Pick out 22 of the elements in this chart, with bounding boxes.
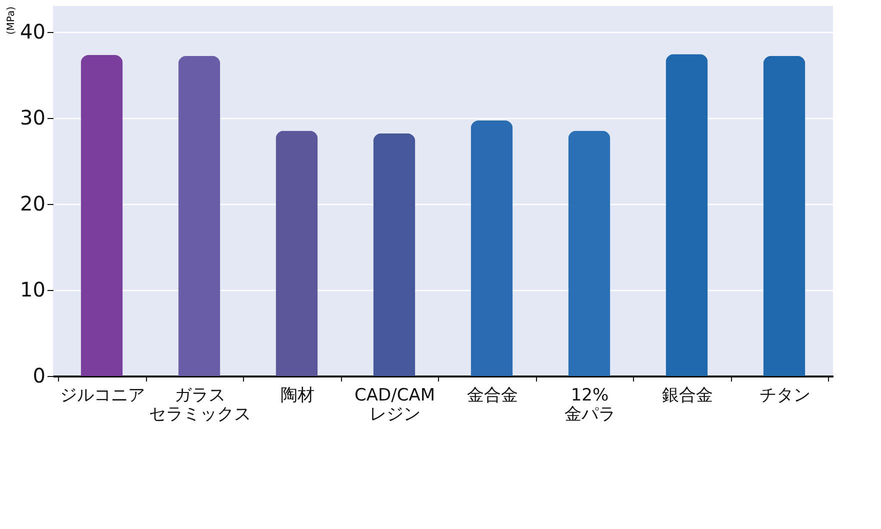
x-tick-label: ジルコニア	[60, 386, 145, 406]
x-tick-label: ガラスセラミックス	[148, 386, 251, 424]
x-tick-label: 銀合金	[662, 386, 713, 406]
bar	[470, 120, 513, 376]
x-tick-label: 陶材	[280, 386, 314, 406]
x-tick-label: 12% 金パラ	[564, 386, 616, 424]
y-tick-label: 0	[32, 364, 46, 388]
y-tick-label: 30	[20, 105, 46, 130]
bar	[276, 130, 318, 376]
y-tick-label: 40	[20, 19, 46, 44]
y-tick-label: 20	[20, 191, 46, 216]
x-tick-label: CAD/CAM レジン	[354, 386, 435, 424]
x-tick-label: 金合金	[466, 386, 518, 406]
bar	[763, 56, 806, 376]
bar	[373, 133, 416, 376]
bar	[568, 130, 610, 376]
y-tick-label: 10	[20, 277, 46, 302]
x-tick-label: チタン	[759, 386, 810, 406]
bar	[666, 54, 708, 376]
bar	[80, 55, 123, 376]
bar	[178, 56, 220, 376]
y-axis-title: (MPa)	[6, 6, 18, 35]
